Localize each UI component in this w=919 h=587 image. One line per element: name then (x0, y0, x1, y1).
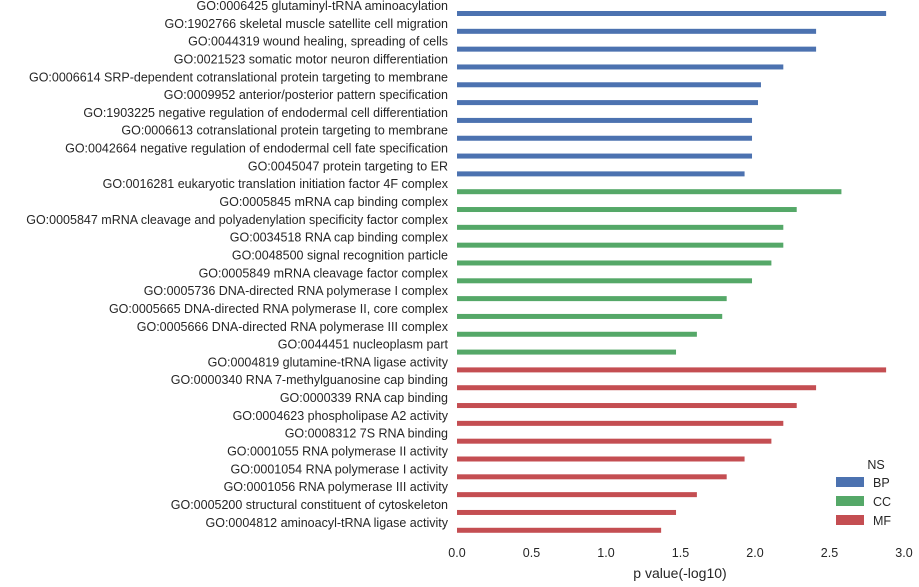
bar-go-0000339 (457, 403, 797, 409)
bar-go-0021523 (457, 64, 784, 70)
bar-go-0042664 (457, 153, 753, 159)
category-label: GO:0006614 SRP-dependent cotranslational… (29, 70, 448, 84)
category-label: GO:0021523 somatic motor neuron differen… (174, 52, 448, 66)
bar-go-0000340 (457, 385, 817, 391)
category-label: GO:0005666 DNA-directed RNA polymerase I… (137, 320, 449, 334)
category-label: GO:0006613 cotranslational protein targe… (121, 124, 448, 138)
legend: NS BP CC MF (836, 458, 891, 528)
category-label: GO:0006425 glutaminyl-tRNA aminoacylatio… (196, 0, 448, 13)
bar-go-0004623 (457, 420, 784, 426)
legend-title: NS (867, 458, 884, 472)
bar-go-0005666 (457, 331, 697, 337)
x-tick-label: 0.0 (448, 546, 465, 560)
bar-go-0004812 (457, 527, 662, 533)
category-label: GO:0042664 negative regulation of endode… (65, 142, 448, 156)
category-label: GO:0001054 RNA polymerase I activity (231, 462, 449, 476)
x-tick-label: 1.0 (597, 546, 614, 560)
bar-go-0044319 (457, 46, 817, 52)
bar-go-1903225 (457, 117, 753, 123)
category-label: GO:0000340 RNA 7-methylguanosine cap bin… (171, 373, 448, 387)
bar-go-0006614 (457, 82, 761, 88)
bar-go-0016281 (457, 189, 842, 195)
bars-group (457, 11, 887, 533)
bar-go-0005665 (457, 313, 723, 319)
category-label: GO:0045047 protein targeting to ER (248, 159, 448, 173)
category-label: GO:0000339 RNA cap binding (280, 391, 448, 405)
x-tick-labels-group: 0.0 0.5 1.0 1.5 2.0 2.5 3.0 (448, 546, 912, 560)
category-label: GO:0005200 structural constituent of cyt… (171, 498, 448, 512)
bar-go-0001056 (457, 492, 697, 498)
category-label: GO:0001055 RNA polymerase II activity (227, 445, 449, 459)
bar-go-0001054 (457, 474, 727, 480)
category-label: GO:0004623 phospholipase A2 activity (233, 409, 449, 423)
bar-go-0045047 (457, 171, 745, 177)
category-label: GO:0004812 aminoacyl-tRNA ligase activit… (206, 516, 449, 530)
bar-go-0005200 (457, 509, 677, 515)
category-labels-group: GO:0006425 glutaminyl-tRNA aminoacylatio… (26, 0, 449, 530)
bar-go-0034518 (457, 242, 784, 248)
bar-go-0048500 (457, 260, 772, 266)
category-label: GO:0048500 signal recognition particle (232, 248, 448, 262)
legend-swatch-cc (836, 496, 864, 506)
category-label: GO:0034518 RNA cap binding complex (230, 231, 449, 245)
legend-label-mf: MF (873, 514, 891, 528)
bar-go-0005849 (457, 278, 753, 284)
category-label: GO:1903225 negative regulation of endode… (83, 106, 448, 120)
category-label: GO:0005847 mRNA cleavage and polyadenyla… (26, 213, 449, 227)
category-label: GO:0044319 wound healing, spreading of c… (188, 35, 448, 49)
legend-label-cc: CC (873, 495, 891, 509)
x-tick-label: 1.5 (672, 546, 689, 560)
x-tick-label: 2.5 (821, 546, 838, 560)
bar-go-0008312 (457, 438, 772, 444)
category-label: GO:0005845 mRNA cap binding complex (219, 195, 448, 209)
category-label: GO:0001056 RNA polymerase III activity (224, 480, 449, 494)
legend-label-bp: BP (873, 476, 890, 490)
bar-go-0001055 (457, 456, 745, 462)
legend-swatch-bp (836, 477, 864, 487)
bar-go-0005845 (457, 207, 797, 213)
category-label: GO:0009952 anterior/posterior pattern sp… (164, 88, 448, 102)
category-label: GO:0005665 DNA-directed RNA polymerase I… (109, 302, 449, 316)
x-axis-title: p value(-log10) (633, 565, 726, 581)
bar-go-0009952 (457, 100, 758, 106)
category-label: GO:0008312 7S RNA binding (285, 427, 448, 441)
bar-go-0006613 (457, 135, 753, 141)
bar-go-0044451 (457, 349, 677, 355)
bar-go-0005847 (457, 224, 784, 230)
bar-go-0006425 (457, 11, 887, 16)
bar-go-0004819 (457, 367, 887, 373)
bar-go-1902766 (457, 28, 817, 34)
bar-go-0005736 (457, 296, 727, 302)
x-tick-label: 3.0 (895, 546, 912, 560)
category-label: GO:1902766 skeletal muscle satellite cel… (165, 17, 449, 31)
legend-swatch-mf (836, 515, 864, 525)
x-tick-label: 2.0 (746, 546, 763, 560)
x-tick-label: 0.5 (523, 546, 540, 560)
category-label: GO:0016281 eukaryotic translation initia… (103, 177, 449, 191)
category-label: GO:0005736 DNA-directed RNA polymerase I… (144, 284, 449, 298)
category-label: GO:0005849 mRNA cleavage factor complex (199, 266, 449, 280)
category-label: GO:0004819 glutamine-tRNA ligase activit… (208, 355, 449, 369)
category-label: GO:0044451 nucleoplasm part (278, 338, 449, 352)
